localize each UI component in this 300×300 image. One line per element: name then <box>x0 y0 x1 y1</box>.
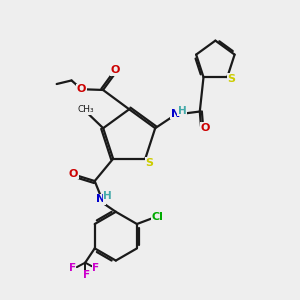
Text: O: O <box>77 84 86 94</box>
Text: H: H <box>178 106 186 116</box>
Text: O: O <box>111 65 120 75</box>
Text: S: S <box>145 158 153 168</box>
Text: N: N <box>96 194 105 204</box>
Text: S: S <box>227 74 236 84</box>
Text: Cl: Cl <box>151 212 163 222</box>
Text: F: F <box>83 270 90 280</box>
Text: O: O <box>69 169 78 179</box>
Text: F: F <box>69 263 76 273</box>
Text: CH₃: CH₃ <box>77 105 94 114</box>
Text: N: N <box>171 109 180 118</box>
Text: H: H <box>103 191 112 202</box>
Text: O: O <box>200 123 210 133</box>
Text: F: F <box>92 263 100 273</box>
